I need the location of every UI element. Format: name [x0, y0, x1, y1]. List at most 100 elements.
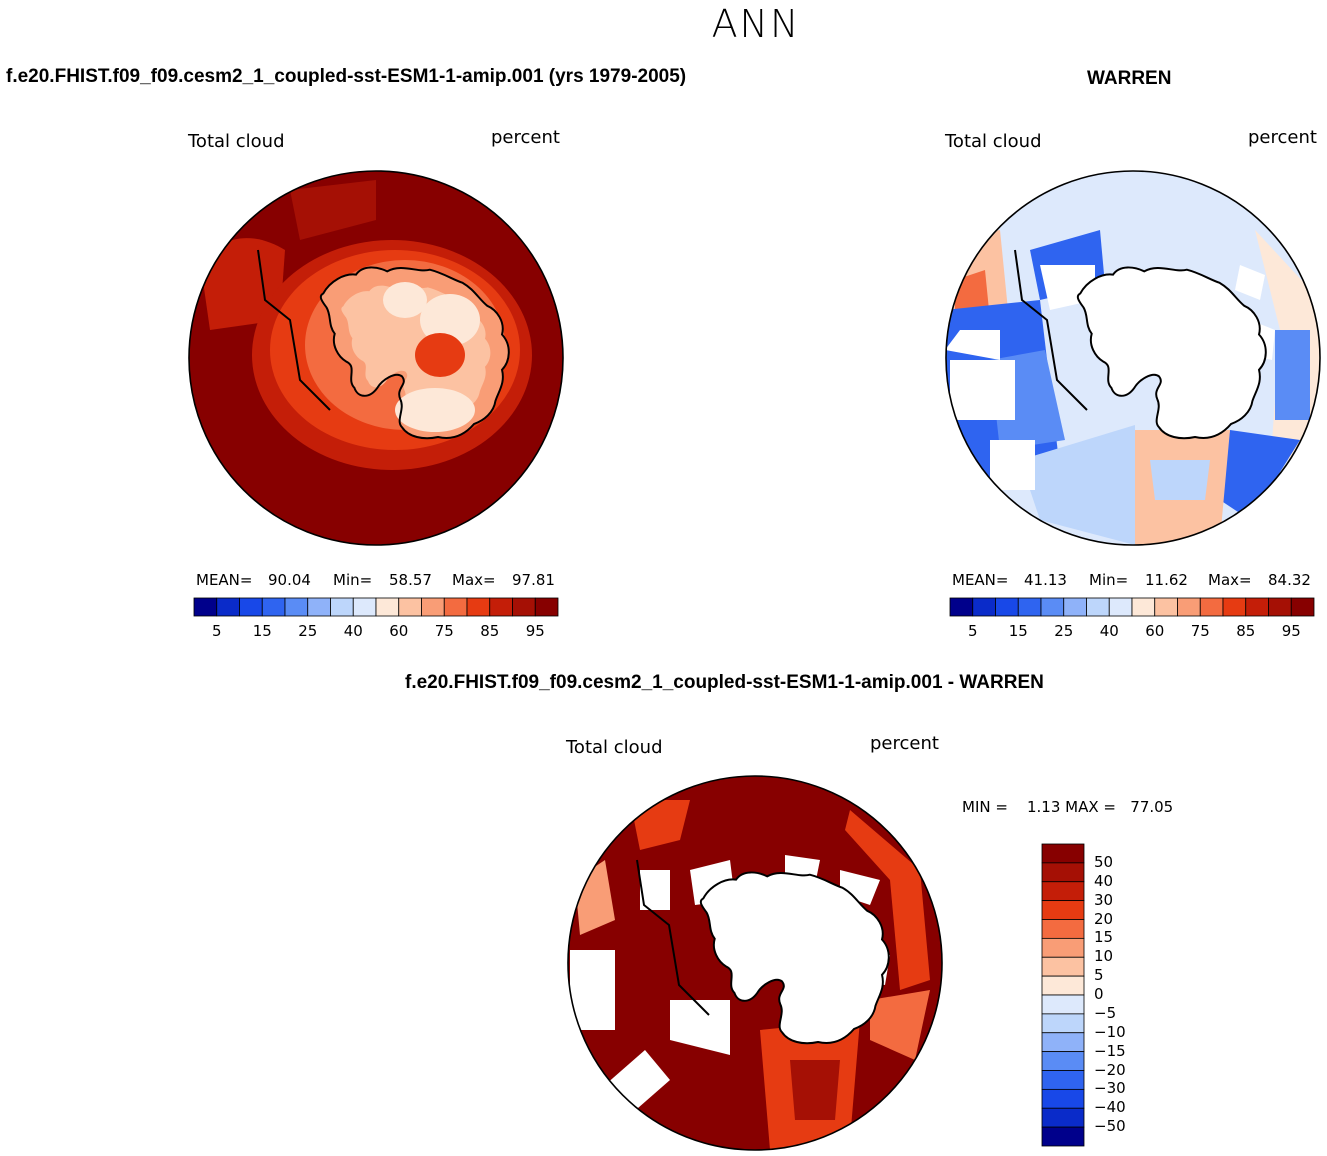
panel3-colorbar-box	[1041, 975, 1085, 996]
panel1-colorbar-tick-label: 60	[389, 622, 409, 640]
panel2-colorbar-tick-label: 95	[1281, 622, 1301, 640]
main-title: ANN	[711, 2, 801, 46]
panel1-colorbar-box	[307, 597, 331, 617]
panel3-colorbar-tick-label: 5	[1094, 966, 1104, 985]
panel3-map-border	[567, 775, 943, 1151]
panel1-colorbar-tick-label: 85	[480, 622, 500, 640]
panel2-colorbar-tick-label: 40	[1099, 622, 1119, 640]
panel3-colorbar-box	[1041, 1107, 1085, 1128]
panel2-variable-label: Total cloud	[945, 131, 1042, 152]
panel3-colorbar-tick-label: −30	[1094, 1079, 1126, 1098]
panel3-colorbar-box	[1041, 937, 1085, 958]
panel1-colorbar-box	[375, 597, 400, 617]
panel2-max-label: Max=	[1208, 571, 1252, 589]
panel3-case-title: f.e20.FHIST.f09_f09.cesm2_1_coupled-sst-…	[405, 672, 1044, 693]
panel1-mean-value: 90.04	[268, 571, 311, 589]
panel3-colorbar-box	[1041, 862, 1085, 883]
panel2-map	[946, 171, 1320, 545]
panel2-colorbar-box	[1154, 597, 1178, 617]
panel1-colorbar-box	[239, 597, 263, 617]
panel2-map-border	[945, 170, 1321, 546]
panel2-colorbar-box	[1017, 597, 1042, 617]
panel2-mean-value: 41.13	[1024, 571, 1067, 589]
panel1-mean-label: MEAN=	[196, 571, 253, 589]
panel2-colorbar-box	[1245, 597, 1269, 617]
panel3-colorbar-box	[1041, 900, 1085, 920]
panel2-colorbar-box	[972, 597, 996, 617]
panel3-colorbar-box	[1041, 843, 1085, 864]
panel1-units-label: percent	[491, 127, 560, 148]
panel2-colorbar-box	[1222, 597, 1247, 617]
panel3-map	[568, 776, 942, 1150]
panel1-max-value: 97.81	[512, 571, 555, 589]
panel2-colorbar-tick-label: 60	[1145, 622, 1165, 640]
panel1-colorbar-box	[261, 597, 286, 617]
panel3-colorbar-tick-label: 40	[1094, 871, 1114, 890]
panel2-colorbar-box	[1063, 597, 1087, 617]
panel2-units-label: percent	[1248, 127, 1317, 148]
panel3-minmax: MIN = 1.13 MAX = 77.05	[962, 798, 1174, 816]
panel3-colorbar-tick-label: −5	[1094, 1003, 1117, 1022]
panel2-colorbar-tick-label: 75	[1190, 622, 1210, 640]
panel1-map	[189, 171, 563, 545]
panel1-colorbar-box	[489, 597, 513, 617]
panel3-colorbar-tick-label: 30	[1094, 890, 1114, 909]
panel2-min-label: Min=	[1089, 571, 1129, 589]
panel2-colorbar-tick-label: 25	[1054, 622, 1074, 640]
panel3-colorbar-box	[1041, 1088, 1085, 1109]
panel3-variable-label: Total cloud	[566, 737, 663, 758]
panel1-colorbar-tick-label: 5	[211, 622, 222, 640]
panel1-colorbar-box	[512, 597, 536, 617]
panel2-colorbar-box	[1199, 597, 1224, 617]
panel1-colorbar-box	[284, 597, 309, 617]
panel2-colorbar	[949, 597, 1315, 617]
panel2-colorbar-box	[1290, 597, 1315, 617]
panel3-colorbar	[1041, 843, 1085, 1147]
panel1-max-label: Max=	[452, 571, 496, 589]
panel2-colorbar-box	[1268, 597, 1292, 617]
panel2-colorbar-box	[995, 597, 1019, 617]
panel2-colorbar-box	[949, 597, 974, 617]
panel3-colorbar-box	[1041, 994, 1085, 1015]
panel3-colorbar-box	[1041, 919, 1085, 939]
panel1-colorbar-box	[216, 597, 240, 617]
panel2-colorbar-tick-label: 15	[1008, 622, 1028, 640]
panel2-case-title: WARREN	[1087, 68, 1172, 89]
panel3-colorbar-box	[1041, 881, 1085, 902]
panel1-map-border	[188, 170, 564, 546]
panel3-colorbar-tick-label: −15	[1094, 1041, 1126, 1060]
panel2-colorbar-tick-label: 85	[1236, 622, 1256, 640]
panel1-colorbar-box	[443, 597, 468, 617]
panel2-colorbar-box	[1177, 597, 1201, 617]
panel3-colorbar-box	[1041, 1013, 1085, 1034]
panel2-colorbar-tick-label: 5	[967, 622, 978, 640]
panel3-colorbar-tick-label: −10	[1094, 1022, 1126, 1041]
panel3-colorbar-tick-label: −20	[1094, 1060, 1126, 1079]
panel1-min-value: 58.57	[389, 571, 432, 589]
panel1-case-title: f.e20.FHIST.f09_f09.cesm2_1_coupled-sst-…	[6, 66, 687, 87]
panel1-colorbar-box	[330, 597, 354, 617]
panel2-colorbar-box	[1108, 597, 1133, 617]
panel2-min-value: 11.62	[1145, 571, 1188, 589]
panel3-colorbar-box	[1041, 1051, 1085, 1071]
panel1-colorbar-box	[193, 597, 218, 617]
panel3-units-label: percent	[870, 733, 939, 754]
panel1-colorbar-tick-label: 40	[343, 622, 363, 640]
panel3-colorbar-tick-label: 0	[1094, 985, 1104, 1003]
panel2-colorbar-box	[1131, 597, 1156, 617]
panel3-colorbar-tick-label: 20	[1094, 909, 1114, 928]
panel3-colorbar-tick-label: −50	[1094, 1117, 1126, 1136]
panel2-colorbar-box	[1040, 597, 1065, 617]
panel3-colorbar-tick-label: 15	[1094, 928, 1114, 947]
panel1-colorbar-tick-label: 25	[298, 622, 318, 640]
panel1-colorbar-tick-label: 75	[434, 622, 454, 640]
panel1-colorbar-tick-label: 95	[525, 622, 545, 640]
panel1-colorbar-box	[398, 597, 422, 617]
panel3-colorbar-box	[1041, 1070, 1085, 1090]
panel3-colorbar-tick-label: 50	[1094, 852, 1114, 871]
panel2-colorbar-box	[1086, 597, 1110, 617]
panel1-colorbar-box	[466, 597, 491, 617]
panel3-colorbar-box	[1041, 1032, 1085, 1053]
panel1-colorbar-box	[421, 597, 445, 617]
panel1-colorbar	[193, 597, 559, 617]
